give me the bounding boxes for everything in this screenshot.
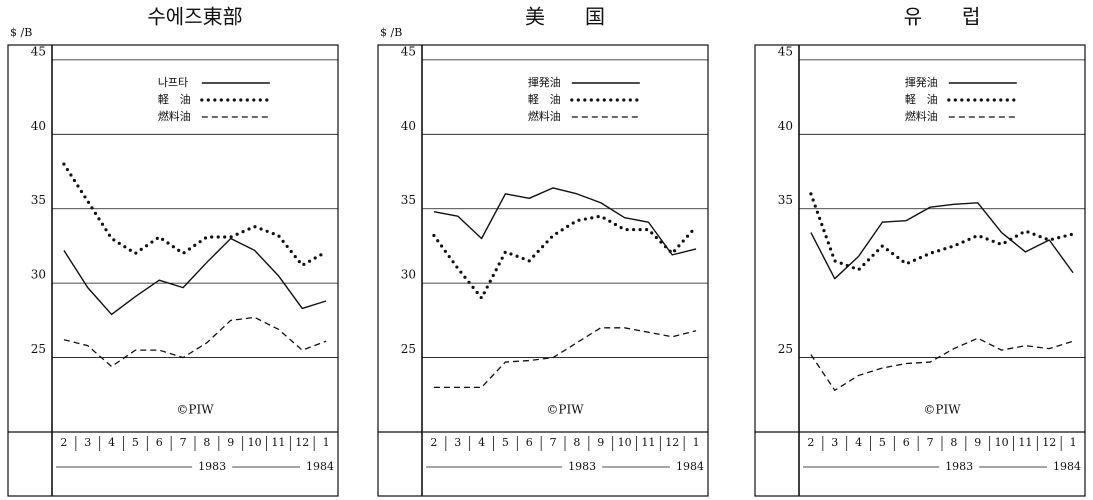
x-tick-label: 7: [180, 436, 187, 449]
y-axis-unit: $ /B: [10, 26, 32, 39]
x-tick-label: 11: [1018, 436, 1032, 449]
y-tick-label: 35: [31, 193, 46, 207]
y-tick-label: 40: [778, 119, 793, 133]
x-tick-label: 3: [84, 436, 91, 449]
series-line: [63, 316, 327, 368]
panel-frame: [7, 44, 339, 497]
x-tick-label: 9: [597, 436, 604, 449]
period-label: 1983: [198, 460, 226, 473]
x-tick-label: 12: [1042, 436, 1056, 449]
x-tick-label: 1: [693, 436, 700, 449]
series-line: [810, 337, 1074, 391]
y-tick-label: 35: [401, 193, 416, 207]
series-line: [433, 327, 697, 388]
y-tick-label: 45: [401, 44, 416, 58]
x-tick-label: 4: [855, 436, 862, 449]
x-tick-label: 5: [879, 436, 886, 449]
x-tick-label: 2: [60, 436, 67, 449]
x-tick-label: 1: [1070, 436, 1077, 449]
panel-frame: [377, 44, 709, 497]
copyright: ©PIW: [923, 403, 961, 417]
x-tick-label: 11: [641, 436, 655, 449]
series-line: [63, 237, 327, 316]
x-tick-label: 8: [203, 436, 210, 449]
copyright: ©PIW: [546, 403, 584, 417]
panel-frame: [754, 44, 1086, 497]
x-tick-label: 9: [974, 436, 981, 449]
x-tick-label: 12: [295, 436, 309, 449]
x-tick-label: 7: [550, 436, 557, 449]
y-tick-label: 25: [401, 342, 416, 356]
series-line: [432, 214, 698, 300]
y-axis-unit: $ /B: [380, 26, 402, 39]
x-tick-label: 2: [807, 436, 814, 449]
x-tick-label: 8: [950, 436, 957, 449]
y-tick-label: 25: [31, 342, 46, 356]
x-tick-label: 3: [454, 436, 461, 449]
y-tick-label: 30: [401, 268, 416, 282]
y-tick-label: 30: [31, 268, 46, 282]
x-tick-label: 7: [927, 436, 934, 449]
x-tick-label: 10: [995, 436, 1009, 449]
x-tick-label: 5: [502, 436, 509, 449]
period-label: 1984: [306, 460, 334, 473]
x-tick-label: 6: [526, 436, 533, 449]
period-label: 1983: [568, 460, 596, 473]
x-tick-label: 10: [618, 436, 632, 449]
copyright: ©PIW: [176, 403, 214, 417]
x-tick-label: 6: [903, 436, 910, 449]
x-tick-label: 12: [665, 436, 679, 449]
y-tick-label: 25: [778, 342, 793, 356]
x-tick-label: 3: [831, 436, 838, 449]
x-tick-label: 2: [430, 436, 437, 449]
period-label: 1984: [1053, 460, 1081, 473]
chart-title: 유 럽: [904, 5, 981, 29]
legend-label: 나프타: [158, 76, 188, 89]
y-tick-label: 45: [31, 44, 46, 58]
y-tick-label: 40: [31, 119, 46, 133]
x-tick-label: 4: [108, 436, 115, 449]
x-tick-label: 11: [271, 436, 285, 449]
legend-label: 燃料油: [905, 109, 938, 123]
series-line: [810, 202, 1074, 280]
x-tick-label: 5: [132, 436, 139, 449]
series-line: [433, 187, 697, 256]
series-line: [62, 162, 328, 267]
y-tick-label: 35: [778, 193, 793, 207]
chart-title: 美 国: [525, 5, 605, 29]
y-tick-label: 45: [778, 44, 793, 58]
legend-label: 揮発油: [528, 75, 561, 89]
x-tick-label: 10: [248, 436, 262, 449]
legend-label: 揮発油: [905, 75, 938, 89]
x-tick-label: 6: [156, 436, 163, 449]
chart-title: 수에즈東部: [147, 5, 242, 29]
period-label: 1983: [945, 460, 973, 473]
series-line: [809, 192, 1075, 272]
x-tick-label: 1: [323, 436, 330, 449]
x-tick-label: 9: [227, 436, 234, 449]
legend-label: 軽 油: [158, 92, 191, 106]
legend-label: 軽 油: [528, 92, 561, 106]
x-tick-label: 4: [478, 436, 485, 449]
x-tick-label: 8: [573, 436, 580, 449]
legend-label: 燃料油: [158, 109, 191, 123]
period-label: 1984: [676, 460, 704, 473]
y-tick-label: 40: [401, 119, 416, 133]
legend-label: 燃料油: [528, 109, 561, 123]
legend-label: 軽 油: [905, 92, 938, 106]
